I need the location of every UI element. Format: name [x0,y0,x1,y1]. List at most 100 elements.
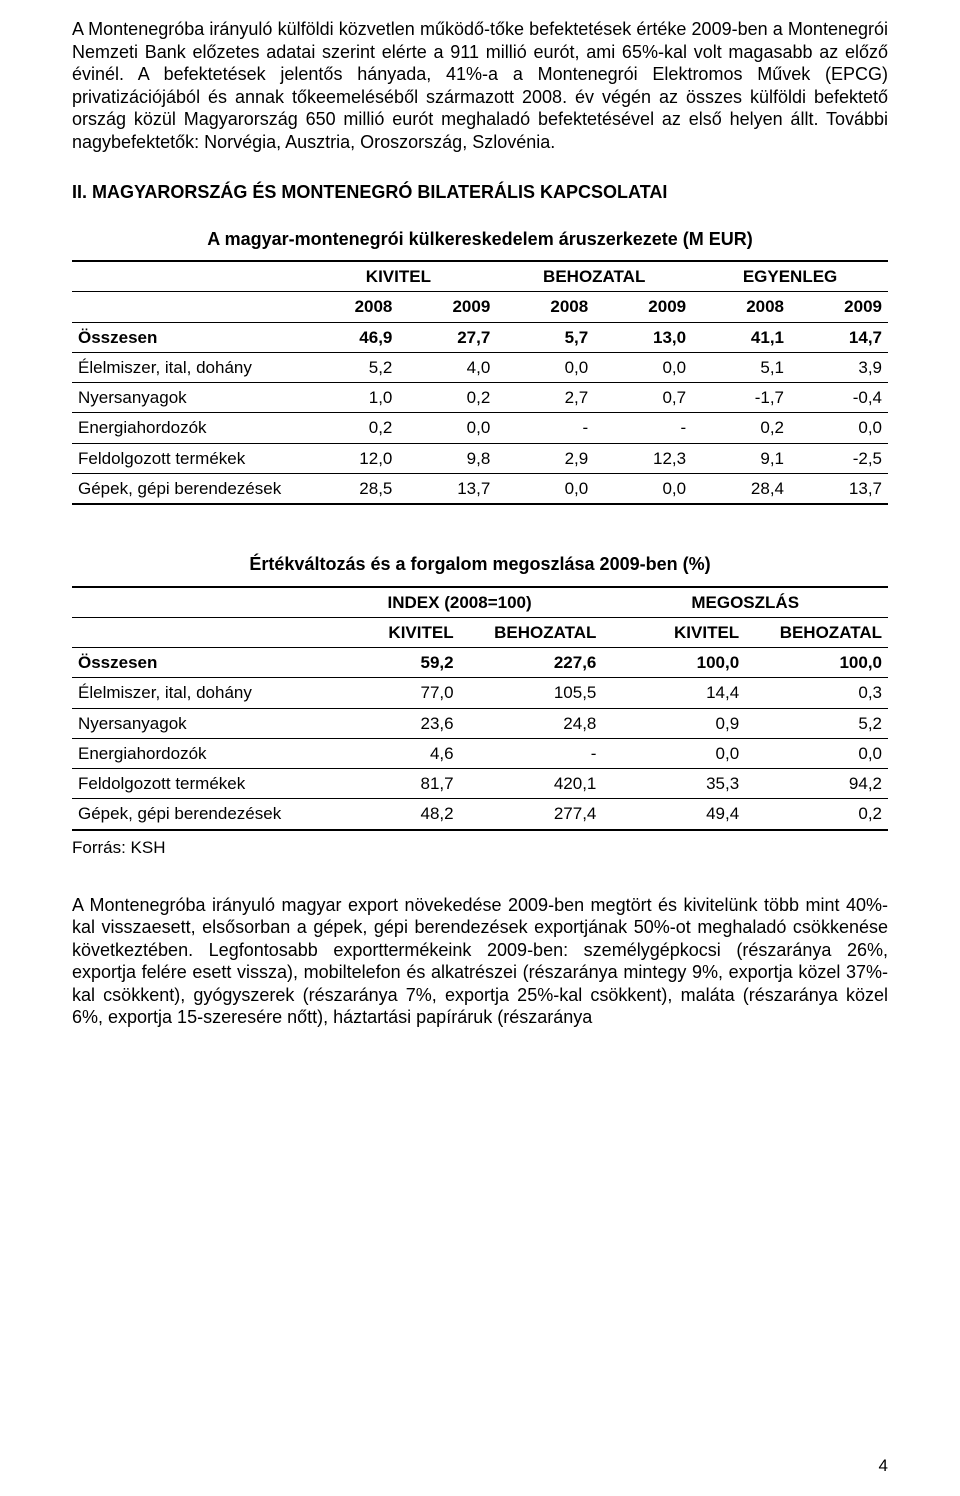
table2-sub: KIVITEL [317,617,460,647]
cell-value: 13,7 [398,473,496,504]
table2-group-megoszlas: MEGOSZLÁS [602,587,888,618]
cell-value: -1,7 [692,383,790,413]
cell-value: 0,2 [300,413,398,443]
table-row: Élelmiszer, ital, dohány5,24,00,00,05,13… [72,352,888,382]
index-share-table: INDEX (2008=100) MEGOSZLÁS KIVITEL BEHOZ… [72,586,888,831]
cell-value: 100,0 [745,648,888,678]
cell-value: 4,6 [317,738,460,768]
cell-value: 0,0 [594,473,692,504]
table1-year-header-row: 2008 2009 2008 2009 2008 2009 [72,292,888,322]
cell-value: 0,0 [602,738,745,768]
table2-title: Értékváltozás és a forgalom megoszlása 2… [72,553,888,576]
cell-value: 0,2 [745,799,888,830]
cell-value: - [594,413,692,443]
cell-value: 0,7 [594,383,692,413]
table1-group-kivitel: KIVITEL [300,261,496,292]
table2-group-header-row: INDEX (2008=100) MEGOSZLÁS [72,587,888,618]
cell-value: 277,4 [460,799,603,830]
table1-title: A magyar-montenegrói külkereskedelem áru… [72,228,888,251]
cell-value: 12,0 [300,443,398,473]
table2-group-index: INDEX (2008=100) [317,587,603,618]
cell-value: 46,9 [300,322,398,352]
cell-value: - [460,738,603,768]
table2-sub-header-row: KIVITEL BEHOZATAL KIVITEL BEHOZATAL [72,617,888,647]
table-row: Nyersanyagok23,624,80,95,2 [72,708,888,738]
table-row: Feldolgozott termékek81,7420,135,394,2 [72,769,888,799]
trade-structure-table: KIVITEL BEHOZATAL EGYENLEG 2008 2009 200… [72,260,888,505]
cell-value: 9,1 [692,443,790,473]
table1-group-header-row: KIVITEL BEHOZATAL EGYENLEG [72,261,888,292]
cell-value: 0,9 [602,708,745,738]
row-label: Gépek, gépi berendezések [72,473,300,504]
page: A Montenegróba irányuló külföldi közvetl… [0,0,960,1496]
cell-value: 0,2 [692,413,790,443]
table1-year-corner [72,292,300,322]
cell-value: 24,8 [460,708,603,738]
cell-value: 13,7 [790,473,888,504]
cell-value: 5,7 [496,322,594,352]
cell-value: 14,4 [602,678,745,708]
page-number: 4 [879,1455,888,1476]
cell-value: 2,9 [496,443,594,473]
row-label: Feldolgozott termékek [72,443,300,473]
row-label: Összesen [72,648,317,678]
cell-value: 0,0 [398,413,496,443]
row-label: Nyersanyagok [72,708,317,738]
cell-value: 28,4 [692,473,790,504]
table-row: Nyersanyagok1,00,22,70,7-1,7-0,4 [72,383,888,413]
cell-value: 105,5 [460,678,603,708]
cell-value: 420,1 [460,769,603,799]
cell-value: 0,0 [496,352,594,382]
table-row: Élelmiszer, ital, dohány77,0105,514,40,3 [72,678,888,708]
cell-value: 5,2 [745,708,888,738]
cell-value: 48,2 [317,799,460,830]
cell-value: 0,0 [790,413,888,443]
table1-year: 2008 [300,292,398,322]
table1-year: 2009 [790,292,888,322]
cell-value: 0,3 [745,678,888,708]
cell-value: 0,0 [594,352,692,382]
cell-value: 28,5 [300,473,398,504]
table-row: Összesen46,927,75,713,041,114,7 [72,322,888,352]
cell-value: 12,3 [594,443,692,473]
cell-value: 5,2 [300,352,398,382]
cell-value: 59,2 [317,648,460,678]
cell-value: 23,6 [317,708,460,738]
row-label: Energiahordozók [72,738,317,768]
cell-value: 77,0 [317,678,460,708]
cell-value: 41,1 [692,322,790,352]
table1-group-egyenleg: EGYENLEG [692,261,888,292]
cell-value: 4,0 [398,352,496,382]
table2-sub: BEHOZATAL [460,617,603,647]
table-row: Feldolgozott termékek12,09,82,912,39,1-2… [72,443,888,473]
cell-value: 27,7 [398,322,496,352]
table2-source: Forrás: KSH [72,837,888,858]
row-label: Élelmiszer, ital, dohány [72,352,300,382]
row-label: Gépek, gépi berendezések [72,799,317,830]
cell-value: -0,4 [790,383,888,413]
section-heading: II. MAGYARORSZÁG ÉS MONTENEGRÓ BILATERÁL… [72,181,888,204]
cell-value: 227,6 [460,648,603,678]
table1-group-behozatal: BEHOZATAL [496,261,692,292]
row-label: Energiahordozók [72,413,300,443]
table1-year: 2009 [594,292,692,322]
cell-value: 49,4 [602,799,745,830]
cell-value: 14,7 [790,322,888,352]
cell-value: 81,7 [317,769,460,799]
cell-value: 0,2 [398,383,496,413]
row-label: Nyersanyagok [72,383,300,413]
cell-value: 0,0 [745,738,888,768]
table1-year: 2008 [692,292,790,322]
table-row: Gépek, gépi berendezések48,2277,449,40,2 [72,799,888,830]
cell-value: 1,0 [300,383,398,413]
table-row: Energiahordozók0,20,0--0,20,0 [72,413,888,443]
table2-sub: BEHOZATAL [745,617,888,647]
cell-value: 9,8 [398,443,496,473]
table2-sub-corner [72,617,317,647]
paragraph-intro: A Montenegróba irányuló külföldi közvetl… [72,18,888,153]
table1-year: 2008 [496,292,594,322]
cell-value: 94,2 [745,769,888,799]
table1-corner [72,261,300,292]
row-label: Élelmiszer, ital, dohány [72,678,317,708]
row-label: Összesen [72,322,300,352]
